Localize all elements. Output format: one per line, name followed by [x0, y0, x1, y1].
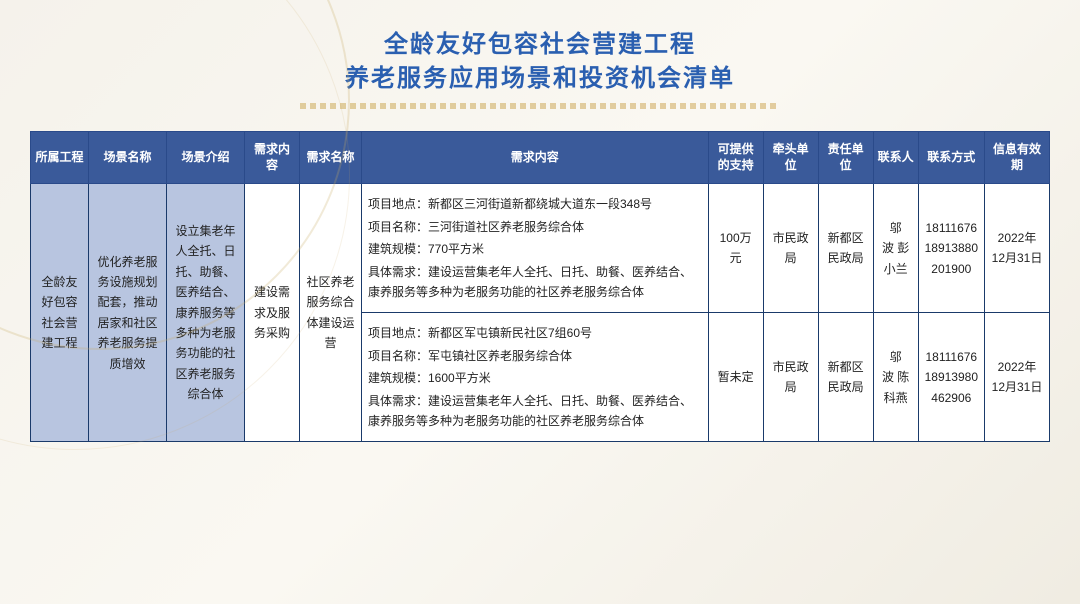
- cell-detail-1: 项目地点：新都区军屯镇新民社区7组60号 项目名称：军屯镇社区养老服务综合体 建…: [362, 313, 709, 442]
- col-intro: 场景介绍: [167, 132, 245, 184]
- col-project: 所属工程: [31, 132, 89, 184]
- detail-line: 具体需求：建设运营集老年人全托、日托、助餐、医养结合、康养服务等多种为老服务功能…: [368, 262, 702, 303]
- table-row: 全龄友好包容社会营建工程 优化养老服务设施规划配套，推动居家和社区养老服务提质增…: [31, 184, 1050, 313]
- cell-detail-0: 项目地点：新都区三河街道新都绕城大道东一段348号 项目名称：三河街道社区养老服…: [362, 184, 709, 313]
- col-demand: 需求内容: [245, 132, 300, 184]
- col-demand-name: 需求名称: [300, 132, 362, 184]
- col-detail: 需求内容: [362, 132, 709, 184]
- cell-phone-1: 18111676 18913980 462906: [918, 313, 984, 442]
- table-header-row: 所属工程 场景名称 场景介绍 需求内容 需求名称 需求内容 可提供的支持 牵头单…: [31, 132, 1050, 184]
- cell-contact-0: 邬 波 彭小兰: [873, 184, 918, 313]
- cell-phone-0: 18111676 18913880 201900: [918, 184, 984, 313]
- col-resp: 责任单位: [818, 132, 873, 184]
- detail-line: 建筑规模：1600平方米: [368, 368, 702, 388]
- cell-scene-name: 优化养老服务设施规划配套，推动居家和社区养老服务提质增效: [89, 184, 167, 442]
- col-support: 可提供的支持: [708, 132, 763, 184]
- table-container: 所属工程 场景名称 场景介绍 需求内容 需求名称 需求内容 可提供的支持 牵头单…: [0, 121, 1080, 462]
- cell-resp-1: 新都区民政局: [818, 313, 873, 442]
- title-line-1: 全龄友好包容社会营建工程: [0, 28, 1080, 62]
- cell-scene-intro: 设立集老年人全托、日托、助餐、医养结合、康养服务等多种为老服务功能的社区养老服务…: [167, 184, 245, 442]
- detail-line: 项目地点：新都区军屯镇新民社区7组60号: [368, 323, 702, 343]
- cell-resp-0: 新都区民政局: [818, 184, 873, 313]
- cell-support-0: 100万元: [708, 184, 763, 313]
- col-lead: 牵头单位: [763, 132, 818, 184]
- cell-support-1: 暂未定: [708, 313, 763, 442]
- investment-table: 所属工程 场景名称 场景介绍 需求内容 需求名称 需求内容 可提供的支持 牵头单…: [30, 131, 1050, 442]
- title-line-2: 养老服务应用场景和投资机会清单: [0, 62, 1080, 96]
- col-scene: 场景名称: [89, 132, 167, 184]
- title-block: 全龄友好包容社会营建工程 养老服务应用场景和投资机会清单: [0, 0, 1080, 121]
- detail-line: 项目地点：新都区三河街道新都绕城大道东一段348号: [368, 194, 702, 214]
- cell-lead-1: 市民政局: [763, 313, 818, 442]
- col-contact: 联系人: [873, 132, 918, 184]
- col-valid: 信息有效期: [985, 132, 1050, 184]
- col-phone: 联系方式: [918, 132, 984, 184]
- cell-contact-1: 邬 波 陈科燕: [873, 313, 918, 442]
- detail-line: 建筑规模：770平方米: [368, 239, 702, 259]
- cell-valid-1: 2022年12月31日: [985, 313, 1050, 442]
- detail-line: 项目名称：三河街道社区养老服务综合体: [368, 217, 702, 237]
- cell-valid-0: 2022年12月31日: [985, 184, 1050, 313]
- detail-line: 项目名称：军屯镇社区养老服务综合体: [368, 346, 702, 366]
- detail-line: 具体需求：建设运营集老年人全托、日托、助餐、医养结合、康养服务等多种为老服务功能…: [368, 391, 702, 432]
- cell-lead-0: 市民政局: [763, 184, 818, 313]
- cell-project: 全龄友好包容社会营建工程: [31, 184, 89, 442]
- cell-demand-type: 建设需求及服务采购: [245, 184, 300, 442]
- title-underline: [300, 103, 780, 109]
- cell-demand-name: 社区养老服务综合体建设运营: [300, 184, 362, 442]
